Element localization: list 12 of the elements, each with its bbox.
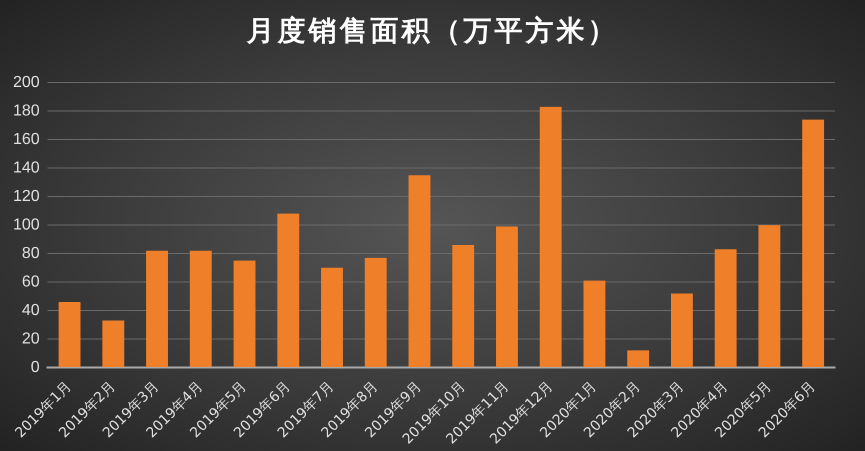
- y-tick-label: 180: [12, 102, 40, 120]
- y-tick-label: 140: [12, 159, 40, 176]
- y-tick-label: 200: [12, 74, 40, 92]
- y-tick-label: 120: [12, 188, 40, 205]
- y-tick-label: 0: [30, 358, 40, 376]
- y-tick-label: 20: [22, 330, 40, 348]
- y-tick-label: 160: [12, 130, 40, 148]
- y-tick-label: 100: [12, 216, 40, 234]
- y-tick-label: 40: [22, 302, 40, 319]
- chart-title: 月度销售面积（万平方米）: [246, 13, 620, 49]
- y-tick-label: 60: [22, 273, 40, 290]
- y-tick-label: 80: [22, 244, 40, 262]
